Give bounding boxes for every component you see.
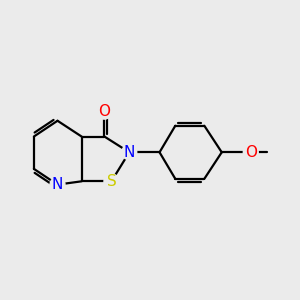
Text: S: S [106,174,116,189]
Circle shape [97,104,112,119]
Circle shape [104,174,119,189]
Text: O: O [245,145,257,160]
Circle shape [50,177,65,192]
Text: N: N [124,145,135,160]
Circle shape [243,145,258,160]
Text: N: N [52,177,63,192]
Circle shape [122,145,137,160]
Text: O: O [98,104,110,119]
